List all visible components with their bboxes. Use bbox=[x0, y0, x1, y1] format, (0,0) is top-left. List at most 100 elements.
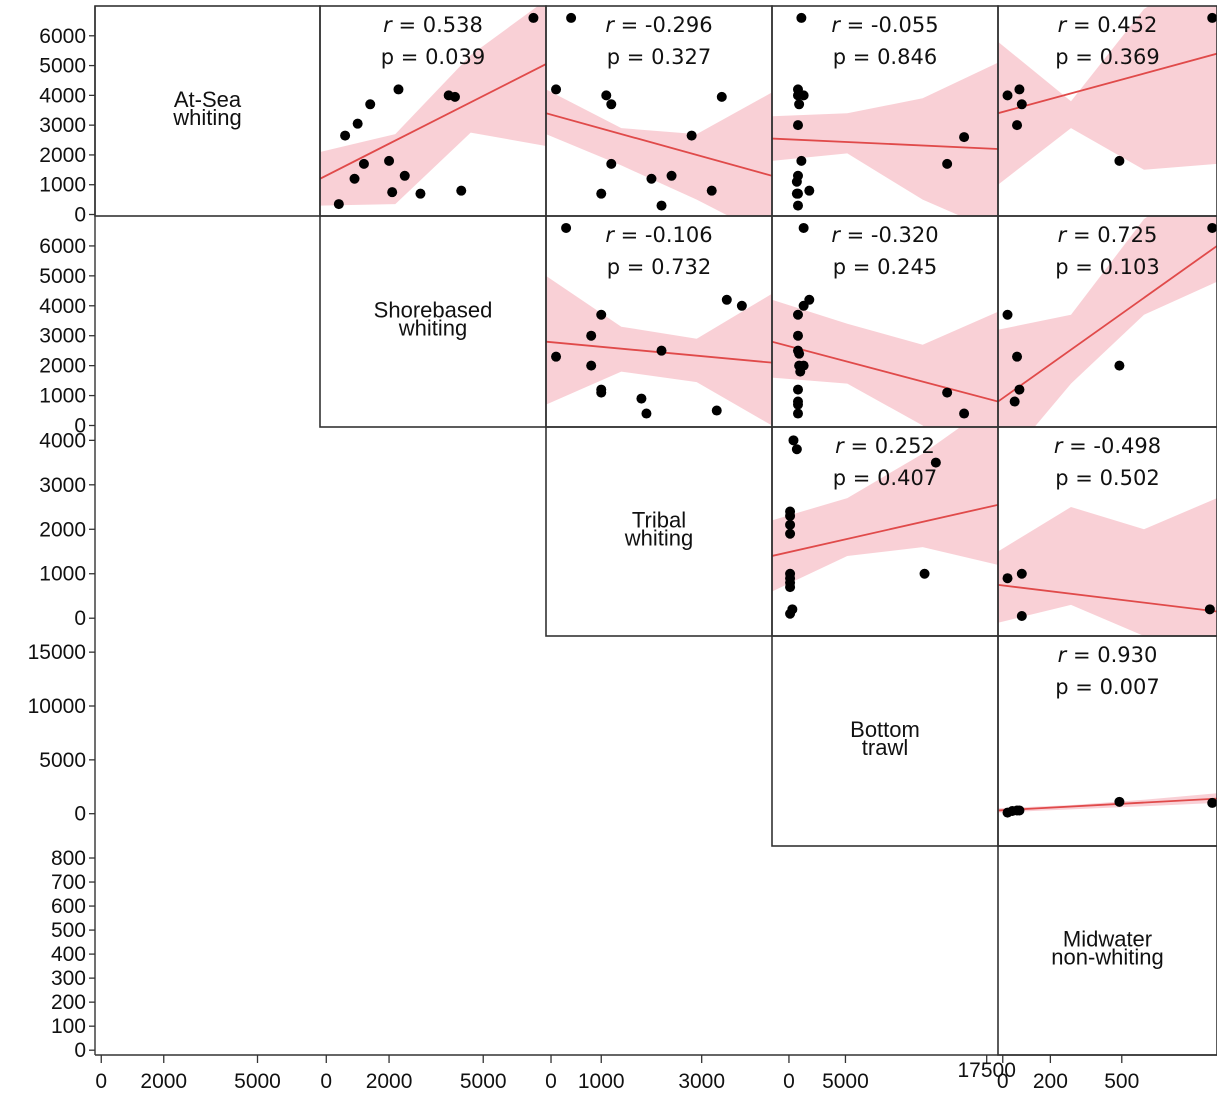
r-value: r = 0.252 bbox=[835, 434, 935, 458]
y-tick-label: 300 bbox=[51, 967, 86, 990]
variable-label-line: whiting bbox=[172, 105, 241, 130]
data-point bbox=[393, 84, 404, 95]
data-point bbox=[1002, 90, 1013, 101]
data-point bbox=[528, 12, 539, 23]
data-point bbox=[606, 99, 617, 110]
data-point bbox=[365, 99, 376, 110]
r-symbol: r bbox=[605, 13, 615, 37]
data-point bbox=[586, 360, 597, 371]
y-tick-label: 700 bbox=[51, 871, 86, 894]
confidence-band bbox=[772, 62, 998, 216]
confidence-band bbox=[772, 427, 998, 592]
x-tick-label: 5000 bbox=[822, 1070, 869, 1093]
data-point bbox=[358, 158, 369, 169]
regression-line bbox=[998, 245, 1217, 403]
x-tick-label: 3000 bbox=[678, 1070, 725, 1093]
x-tick-label: 0 bbox=[95, 1070, 107, 1093]
y-tick-label: 15000 bbox=[28, 641, 86, 664]
data-point bbox=[788, 435, 799, 446]
r-value: r = 0.538 bbox=[383, 13, 483, 37]
variable-label: Tribal whiting bbox=[624, 508, 693, 551]
data-point bbox=[586, 330, 597, 341]
data-point bbox=[796, 12, 807, 23]
variable-label: Bottom trawl bbox=[850, 717, 920, 760]
y-tick-label: 1000 bbox=[39, 385, 86, 408]
data-point bbox=[449, 91, 460, 102]
axes: 0100020003000400050006000010002000300040… bbox=[28, 6, 1217, 1093]
r-symbol: r bbox=[1058, 13, 1068, 37]
confidence-band bbox=[998, 216, 1217, 427]
y-tick-label: 1000 bbox=[39, 174, 86, 197]
data-point bbox=[1012, 120, 1023, 131]
x-tick-label: 0 bbox=[545, 1070, 557, 1093]
y-tick-label: 3000 bbox=[39, 474, 86, 497]
p-value: p = 0.732 bbox=[607, 255, 711, 279]
data-point bbox=[1207, 12, 1217, 23]
data-point bbox=[596, 188, 607, 199]
regression-line bbox=[772, 340, 998, 403]
y-tick-label: 6000 bbox=[39, 235, 86, 258]
y-tick-label: 0 bbox=[74, 803, 86, 826]
data-point bbox=[686, 130, 697, 141]
r-value: r = -0.106 bbox=[605, 223, 712, 247]
confidence-band bbox=[320, 6, 546, 206]
data-point bbox=[596, 309, 607, 320]
y-tick-label: 2000 bbox=[39, 144, 86, 167]
r-number: = -0.320 bbox=[840, 223, 939, 247]
data-point bbox=[785, 510, 796, 521]
data-point bbox=[706, 185, 717, 196]
p-value: p = 0.245 bbox=[833, 255, 937, 279]
data-point bbox=[1016, 610, 1027, 621]
data-point bbox=[785, 582, 796, 593]
y-tick-label: 6000 bbox=[39, 25, 86, 48]
data-point bbox=[792, 330, 803, 341]
data-point bbox=[794, 99, 805, 110]
variable-label-line: Bottom bbox=[850, 717, 920, 742]
data-point bbox=[792, 188, 803, 199]
r-value: r = -0.320 bbox=[831, 223, 938, 247]
data-point bbox=[804, 185, 815, 196]
data-point bbox=[792, 399, 803, 410]
y-tick-label: 5000 bbox=[39, 55, 86, 78]
r-number: = 0.452 bbox=[1066, 13, 1157, 37]
confidence-band bbox=[772, 299, 998, 427]
variable-label-line: Shorebased bbox=[374, 298, 493, 323]
r-symbol: r bbox=[1054, 434, 1064, 458]
data-point bbox=[641, 408, 652, 419]
data-point bbox=[716, 91, 727, 102]
r-symbol: r bbox=[831, 223, 841, 247]
variable-label-line: At-Sea bbox=[174, 87, 242, 112]
data-point bbox=[792, 120, 803, 131]
data-point bbox=[942, 387, 953, 398]
r-number: = 0.252 bbox=[844, 434, 935, 458]
y-tick-label: 3000 bbox=[39, 325, 86, 348]
regression-line bbox=[772, 137, 998, 150]
data-point bbox=[1016, 568, 1027, 579]
panel-frame bbox=[997, 635, 1217, 847]
data-point bbox=[1016, 99, 1027, 110]
data-point bbox=[804, 294, 815, 305]
r-number: = -0.106 bbox=[614, 223, 713, 247]
data-point bbox=[352, 118, 363, 129]
y-tick-label: 200 bbox=[51, 991, 86, 1014]
variable-label: Shorebased whiting bbox=[374, 298, 493, 341]
r-number: = -0.498 bbox=[1062, 434, 1161, 458]
data-point bbox=[1204, 604, 1215, 615]
variable-label: At-Sea whiting bbox=[172, 87, 242, 130]
y-tick-label: 1000 bbox=[39, 563, 86, 586]
r-value: r = -0.498 bbox=[1054, 434, 1161, 458]
data-point bbox=[551, 84, 562, 95]
data-point bbox=[1014, 384, 1025, 395]
y-tick-label: 5000 bbox=[39, 749, 86, 772]
variable-label-line: whiting bbox=[624, 526, 693, 551]
x-tick-label: 5000 bbox=[460, 1070, 507, 1093]
regression-line bbox=[998, 583, 1217, 613]
data-point bbox=[656, 200, 667, 211]
data-point bbox=[785, 608, 796, 619]
data-point bbox=[798, 360, 809, 371]
x-tick-label: 0 bbox=[997, 1070, 1009, 1093]
y-tick-label: 10000 bbox=[28, 695, 86, 718]
data-point bbox=[606, 158, 617, 169]
data-point bbox=[791, 444, 802, 455]
data-point bbox=[636, 393, 647, 404]
